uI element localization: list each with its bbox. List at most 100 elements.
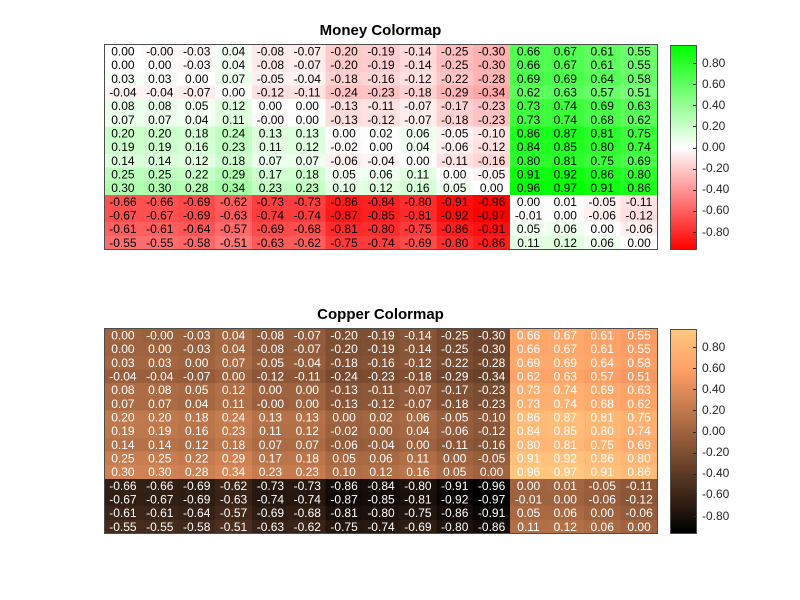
svg-text:0.06: 0.06: [553, 506, 577, 520]
svg-text:0.66: 0.66: [516, 58, 540, 72]
svg-text:0.69: 0.69: [627, 438, 651, 452]
svg-text:-0.03: -0.03: [183, 58, 211, 72]
svg-text:-0.81: -0.81: [330, 506, 358, 520]
svg-text:-0.30: -0.30: [477, 342, 505, 356]
svg-text:0.11: 0.11: [406, 168, 429, 182]
svg-text:0.81: 0.81: [590, 127, 614, 141]
svg-text:0.69: 0.69: [590, 383, 614, 397]
svg-text:0.19: 0.19: [111, 424, 135, 438]
svg-text:0.00: 0.00: [111, 342, 135, 356]
svg-text:0.67: 0.67: [553, 58, 577, 72]
svg-text:0.18: 0.18: [221, 154, 245, 168]
svg-text:-0.55: -0.55: [146, 236, 174, 250]
svg-text:-0.61: -0.61: [146, 222, 174, 236]
svg-text:0.04: 0.04: [406, 424, 430, 438]
svg-text:-0.07: -0.07: [404, 397, 432, 411]
svg-text:-0.00: -0.00: [146, 329, 174, 343]
svg-text:0.14: 0.14: [148, 438, 172, 452]
svg-text:0.81: 0.81: [590, 411, 614, 425]
svg-text:-0.08: -0.08: [256, 329, 284, 343]
svg-text:-0.81: -0.81: [404, 493, 432, 507]
svg-text:-0.74: -0.74: [256, 493, 284, 507]
svg-text:0.00: 0.00: [479, 181, 503, 195]
svg-text:0.13: 0.13: [258, 411, 282, 425]
svg-text:0.00: 0.00: [111, 58, 135, 72]
svg-text:-0.07: -0.07: [404, 113, 432, 127]
svg-text:-0.07: -0.07: [293, 45, 321, 59]
svg-text:0.85: 0.85: [553, 424, 577, 438]
svg-text:-0.10: -0.10: [477, 411, 505, 425]
svg-text:-0.30: -0.30: [477, 58, 505, 72]
svg-text:-0.73: -0.73: [293, 479, 321, 493]
svg-text:-0.80: -0.80: [404, 195, 432, 209]
svg-text:0.12: 0.12: [185, 438, 209, 452]
svg-text:-0.61: -0.61: [109, 506, 137, 520]
svg-text:0.84: 0.84: [516, 424, 540, 438]
svg-text:-0.07: -0.07: [293, 329, 321, 343]
svg-text:-0.30: -0.30: [477, 329, 505, 343]
svg-text:-0.12: -0.12: [477, 424, 505, 438]
svg-text:-0.05: -0.05: [441, 411, 469, 425]
svg-text:-0.80: -0.80: [367, 222, 395, 236]
svg-text:0.00: 0.00: [332, 411, 356, 425]
svg-text:0.14: 0.14: [111, 154, 135, 168]
svg-text:-0.30: -0.30: [477, 45, 505, 59]
svg-text:0.05: 0.05: [185, 99, 209, 113]
svg-text:0.80: 0.80: [516, 438, 540, 452]
svg-text:0.30: 0.30: [111, 181, 135, 195]
svg-text:0.17: 0.17: [258, 168, 282, 182]
svg-text:0.07: 0.07: [111, 113, 135, 127]
svg-text:0.58: 0.58: [627, 72, 651, 86]
svg-text:0.00: 0.00: [590, 222, 614, 236]
svg-text:-0.75: -0.75: [330, 520, 358, 534]
svg-text:0.05: 0.05: [332, 168, 356, 182]
svg-text:0.66: 0.66: [516, 342, 540, 356]
svg-text:-0.13: -0.13: [330, 383, 358, 397]
svg-text:-0.04: -0.04: [293, 72, 321, 86]
svg-text:0.80: 0.80: [590, 140, 614, 154]
svg-text:0.66: 0.66: [516, 45, 540, 59]
svg-text:-0.11: -0.11: [294, 370, 321, 384]
svg-text:-0.16: -0.16: [367, 356, 395, 370]
svg-text:0.20: 0.20: [111, 127, 135, 141]
svg-text:0.74: 0.74: [553, 397, 577, 411]
svg-text:-0.23: -0.23: [477, 113, 505, 127]
svg-text:-0.63: -0.63: [256, 520, 284, 534]
svg-text:0.00: 0.00: [406, 438, 430, 452]
svg-text:-0.06: -0.06: [330, 154, 358, 168]
svg-text:-0.12: -0.12: [625, 209, 653, 223]
svg-text:-0.80: -0.80: [404, 479, 432, 493]
svg-text:-0.61: -0.61: [146, 506, 174, 520]
svg-text:0.05: 0.05: [516, 222, 540, 236]
svg-text:0.17: 0.17: [258, 452, 282, 466]
svg-text:0.18: 0.18: [295, 452, 319, 466]
svg-text:0.12: 0.12: [295, 140, 319, 154]
svg-text:-0.91: -0.91: [441, 195, 469, 209]
svg-text:0.04: 0.04: [221, 45, 245, 59]
svg-text:0.04: 0.04: [221, 329, 245, 343]
svg-text:-0.75: -0.75: [330, 236, 358, 250]
svg-text:0.04: 0.04: [406, 140, 430, 154]
svg-text:0.23: 0.23: [295, 465, 319, 479]
svg-text:-0.80: -0.80: [367, 506, 395, 520]
svg-text:-0.10: -0.10: [477, 127, 505, 141]
svg-text:-0.28: -0.28: [477, 72, 505, 86]
svg-text:0.19: 0.19: [148, 140, 172, 154]
svg-text:0.30: 0.30: [111, 465, 135, 479]
svg-text:-0.61: -0.61: [109, 222, 137, 236]
svg-text:-0.68: -0.68: [293, 506, 321, 520]
svg-text:0.51: 0.51: [627, 370, 651, 384]
svg-text:-0.55: -0.55: [109, 236, 137, 250]
svg-text:-0.11: -0.11: [625, 479, 652, 493]
svg-text:0.12: 0.12: [185, 154, 209, 168]
svg-text:0.00: 0.00: [258, 383, 282, 397]
svg-text:0.00: 0.00: [516, 479, 540, 493]
svg-text:-0.29: -0.29: [441, 86, 469, 100]
svg-text:0.16: 0.16: [185, 424, 209, 438]
svg-text:0.34: 0.34: [221, 181, 245, 195]
svg-text:0.63: 0.63: [627, 383, 651, 397]
svg-text:-0.06: -0.06: [330, 438, 358, 452]
svg-text:-0.19: -0.19: [367, 329, 395, 343]
svg-text:-0.05: -0.05: [588, 195, 616, 209]
svg-text:0.30: 0.30: [148, 465, 172, 479]
